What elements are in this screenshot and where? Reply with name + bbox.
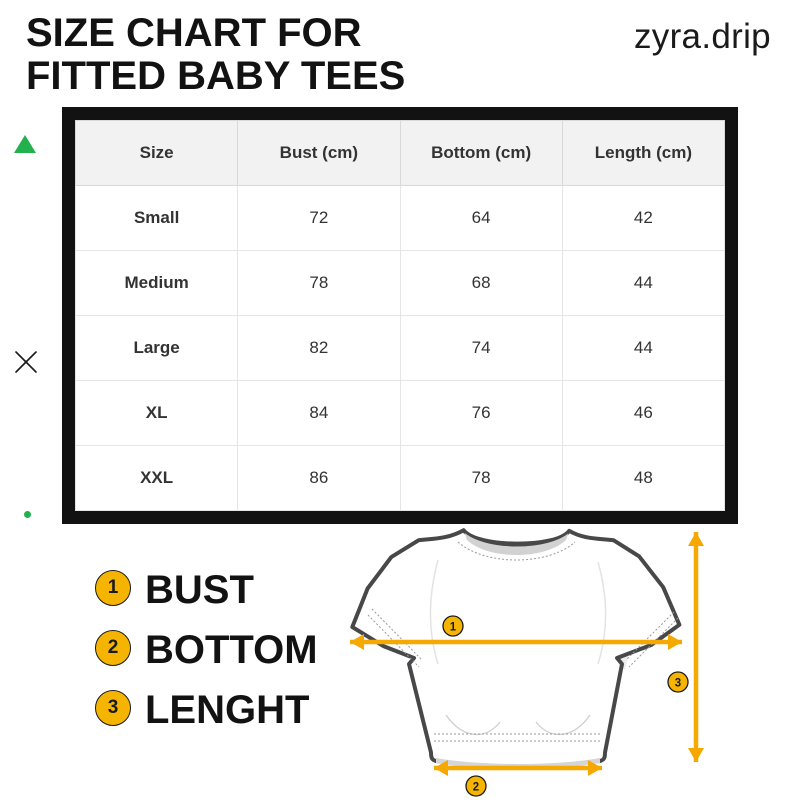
svg-text:1: 1 [450, 621, 457, 633]
svg-text:3: 3 [675, 677, 681, 689]
svg-text:2: 2 [473, 781, 479, 793]
